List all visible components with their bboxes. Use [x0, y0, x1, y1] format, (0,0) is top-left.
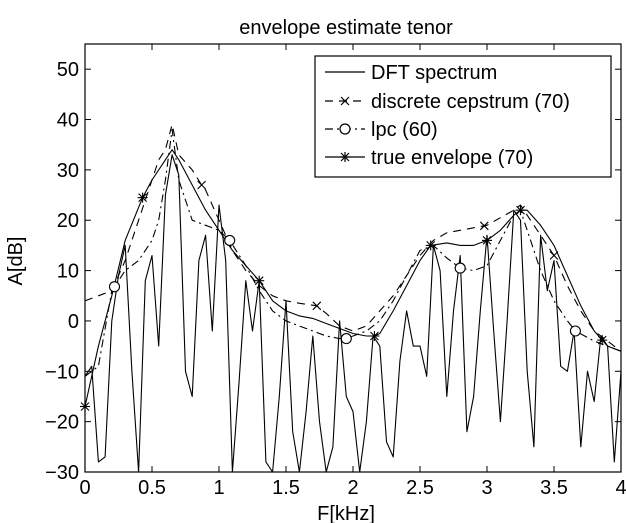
x-tick-label: 0 — [79, 477, 90, 499]
series-marker-3 — [482, 235, 492, 246]
y-tick-label: −20 — [45, 412, 79, 434]
y-tick-label: 0 — [68, 311, 79, 333]
y-tick-label: 40 — [57, 110, 79, 132]
x-axis-label: F[kHz] — [317, 503, 375, 523]
legend-marker-true-envelope — [340, 152, 350, 162]
ticks: 0 0.5 1 1.5 2 2.5 3 3.5 4 −30 −20 −10 0 10 20 30 40 50 — [45, 44, 626, 499]
series-marker-2 — [340, 333, 352, 345]
x-tick-label: 0.5 — [138, 477, 166, 499]
y-tick-label: −10 — [45, 361, 79, 383]
x-tick-label: 1 — [213, 477, 224, 499]
legend-entry-lpc: lpc (60) — [325, 119, 438, 141]
legend-entry-true-envelope: true envelope (70) — [325, 147, 533, 169]
y-tick-label: −30 — [45, 462, 79, 484]
x-tick-label: 3 — [481, 477, 492, 499]
x-tick-label: 1.5 — [272, 477, 300, 499]
series-marker-3 — [515, 205, 526, 216]
series-line-0 — [85, 154, 621, 472]
series-marker-2 — [569, 325, 581, 337]
x-tick-label: 2.5 — [406, 477, 434, 499]
series-marker-1 — [312, 301, 322, 311]
legend-entry-dft: DFT spectrum — [325, 62, 497, 84]
y-axis-label: A[dB] — [5, 237, 27, 286]
series-marker-1 — [479, 221, 489, 231]
series-line-1 — [85, 124, 621, 352]
series-marker-2 — [108, 281, 121, 293]
y-tick-label: 10 — [57, 261, 79, 283]
x-tick-label: 4 — [615, 477, 626, 499]
series-marker-3 — [254, 275, 265, 286]
x-tick-label: 3.5 — [540, 477, 568, 499]
legend-marker-lpc — [339, 123, 351, 135]
series-marker-3 — [369, 331, 380, 341]
series-marker-1 — [197, 180, 206, 190]
series-marker-1 — [549, 251, 559, 260]
legend-marker-cepstrum — [340, 96, 350, 106]
legend: DFT spectrum discrete cepstrum (70) lpc … — [314, 55, 612, 178]
legend-entry-cepstrum: discrete cepstrum (70) — [325, 91, 570, 113]
series-marker-2 — [224, 234, 236, 246]
series-marker-2 — [454, 262, 466, 274]
legend-label-cepstrum: discrete cepstrum (70) — [371, 91, 570, 113]
y-tick-label: 50 — [57, 59, 79, 81]
y-tick-label: 20 — [57, 210, 79, 232]
series-marker-3 — [137, 192, 148, 203]
chart-title: envelope estimate tenor — [239, 17, 453, 39]
x-tick-label: 2 — [347, 477, 358, 499]
series-marker-3 — [425, 240, 436, 251]
series-marker-3 — [80, 401, 90, 412]
legend-label-dft: DFT spectrum — [371, 62, 497, 84]
series-marker-3 — [597, 335, 608, 346]
y-tick-label: 30 — [57, 160, 79, 182]
series-line-3 — [85, 149, 621, 407]
legend-label-lpc: lpc (60) — [371, 119, 438, 141]
legend-label-true-envelope: true envelope (70) — [371, 147, 533, 169]
markers-layer — [80, 180, 608, 412]
